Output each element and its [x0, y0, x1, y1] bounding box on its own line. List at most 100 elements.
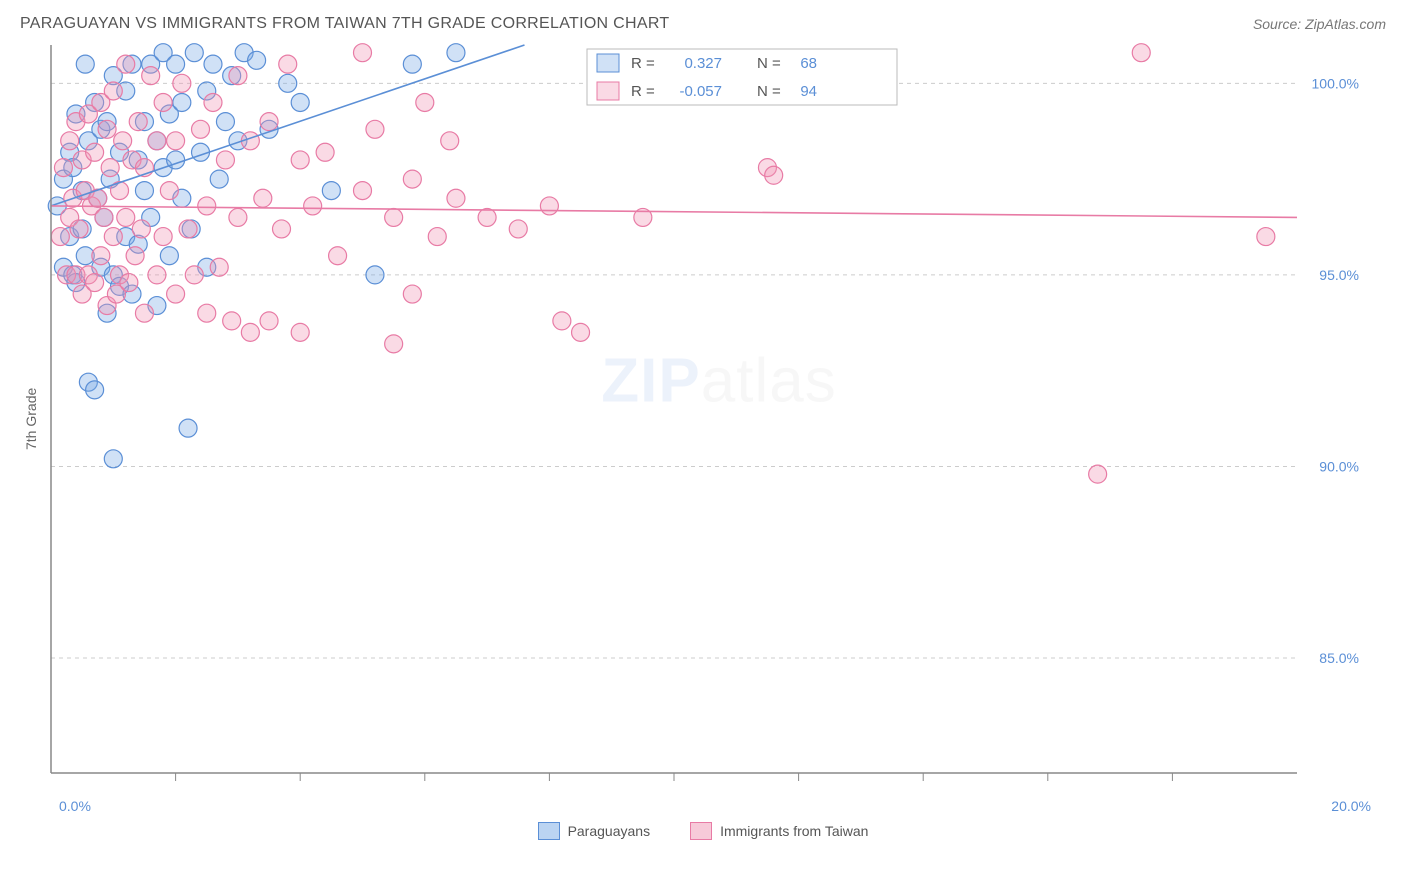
data-point [509, 220, 527, 238]
data-point [54, 159, 72, 177]
data-point [1089, 465, 1107, 483]
stat-swatch [597, 54, 619, 72]
legend-label-taiwan: Immigrants from Taiwan [720, 823, 868, 839]
data-point [273, 220, 291, 238]
data-point [366, 120, 384, 138]
stat-r-label: R = [631, 55, 655, 72]
stat-r-label: R = [631, 83, 655, 100]
data-point [279, 74, 297, 92]
data-point [70, 220, 88, 238]
data-point [291, 151, 309, 169]
data-point [354, 44, 372, 62]
data-point [291, 93, 309, 111]
stat-n-label: N = [757, 55, 781, 72]
data-point [101, 159, 119, 177]
chart-header: PARAGUAYAN VS IMMIGRANTS FROM TAIWAN 7TH… [15, 15, 1391, 41]
data-point [104, 228, 122, 246]
data-point [223, 312, 241, 330]
data-point [241, 323, 259, 341]
data-point [428, 228, 446, 246]
plot-area: 85.0%90.0%95.0%100.0%R =0.327N =68R =-0.… [47, 41, 1391, 796]
data-point [132, 220, 150, 238]
data-point [167, 55, 185, 73]
stat-swatch [597, 82, 619, 100]
data-point [148, 266, 166, 284]
data-point [160, 182, 178, 200]
data-point [198, 197, 216, 215]
stat-n-label: N = [757, 83, 781, 100]
data-point [51, 228, 69, 246]
data-point [403, 170, 421, 188]
data-point [86, 274, 104, 292]
data-point [126, 247, 144, 265]
bottom-legend: Paraguayans Immigrants from Taiwan [15, 814, 1391, 848]
data-point [385, 208, 403, 226]
data-point [210, 170, 228, 188]
data-point [86, 143, 104, 161]
data-point [117, 208, 135, 226]
data-point [1132, 44, 1150, 62]
y-tick-label: 85.0% [1319, 650, 1359, 666]
data-point [322, 182, 340, 200]
source-attribution: Source: ZipAtlas.com [1253, 16, 1386, 32]
data-point [210, 258, 228, 276]
data-point [229, 208, 247, 226]
data-point [173, 74, 191, 92]
data-point [316, 143, 334, 161]
data-point [129, 113, 147, 131]
legend-swatch-paraguayans [538, 822, 560, 840]
data-point [329, 247, 347, 265]
data-point [179, 220, 197, 238]
data-point [154, 93, 172, 111]
legend-swatch-taiwan [690, 822, 712, 840]
data-point [92, 247, 110, 265]
data-point [95, 208, 113, 226]
y-tick-label: 100.0% [1312, 75, 1359, 91]
data-point [291, 323, 309, 341]
data-point [86, 381, 104, 399]
data-point [154, 228, 172, 246]
data-point [216, 113, 234, 131]
data-point [229, 67, 247, 85]
stat-r-value: -0.057 [679, 83, 722, 100]
data-point [104, 450, 122, 468]
data-point [117, 55, 135, 73]
data-point [142, 67, 160, 85]
data-point [185, 44, 203, 62]
data-point [76, 55, 94, 73]
data-point [447, 189, 465, 207]
data-point [416, 93, 434, 111]
data-point [98, 120, 116, 138]
data-point [447, 44, 465, 62]
scatter-chart-svg: 85.0%90.0%95.0%100.0%R =0.327N =68R =-0.… [47, 41, 1367, 791]
y-tick-label: 90.0% [1319, 458, 1359, 474]
data-point [385, 335, 403, 353]
data-point [354, 182, 372, 200]
stat-r-value: 0.327 [684, 55, 722, 72]
legend-item-paraguayans: Paraguayans [538, 822, 651, 840]
data-point [260, 312, 278, 330]
data-point [114, 132, 132, 150]
data-point [572, 323, 590, 341]
data-point [478, 208, 496, 226]
data-point [179, 419, 197, 437]
data-point [185, 266, 203, 284]
data-point [304, 197, 322, 215]
data-point [553, 312, 571, 330]
data-point [160, 247, 178, 265]
data-point [173, 93, 191, 111]
data-point [260, 113, 278, 131]
data-point [104, 82, 122, 100]
data-point [279, 55, 297, 73]
data-point [248, 51, 266, 69]
x-axis-max: 20.0% [1331, 798, 1371, 814]
y-axis-label: 7th Grade [15, 41, 47, 796]
data-point [441, 132, 459, 150]
chart-title: PARAGUAYAN VS IMMIGRANTS FROM TAIWAN 7TH… [20, 15, 669, 33]
legend-label-paraguayans: Paraguayans [568, 823, 651, 839]
data-point [403, 285, 421, 303]
data-point [403, 55, 421, 73]
x-axis-min: 0.0% [59, 798, 91, 814]
data-point [254, 189, 272, 207]
data-point [120, 274, 138, 292]
